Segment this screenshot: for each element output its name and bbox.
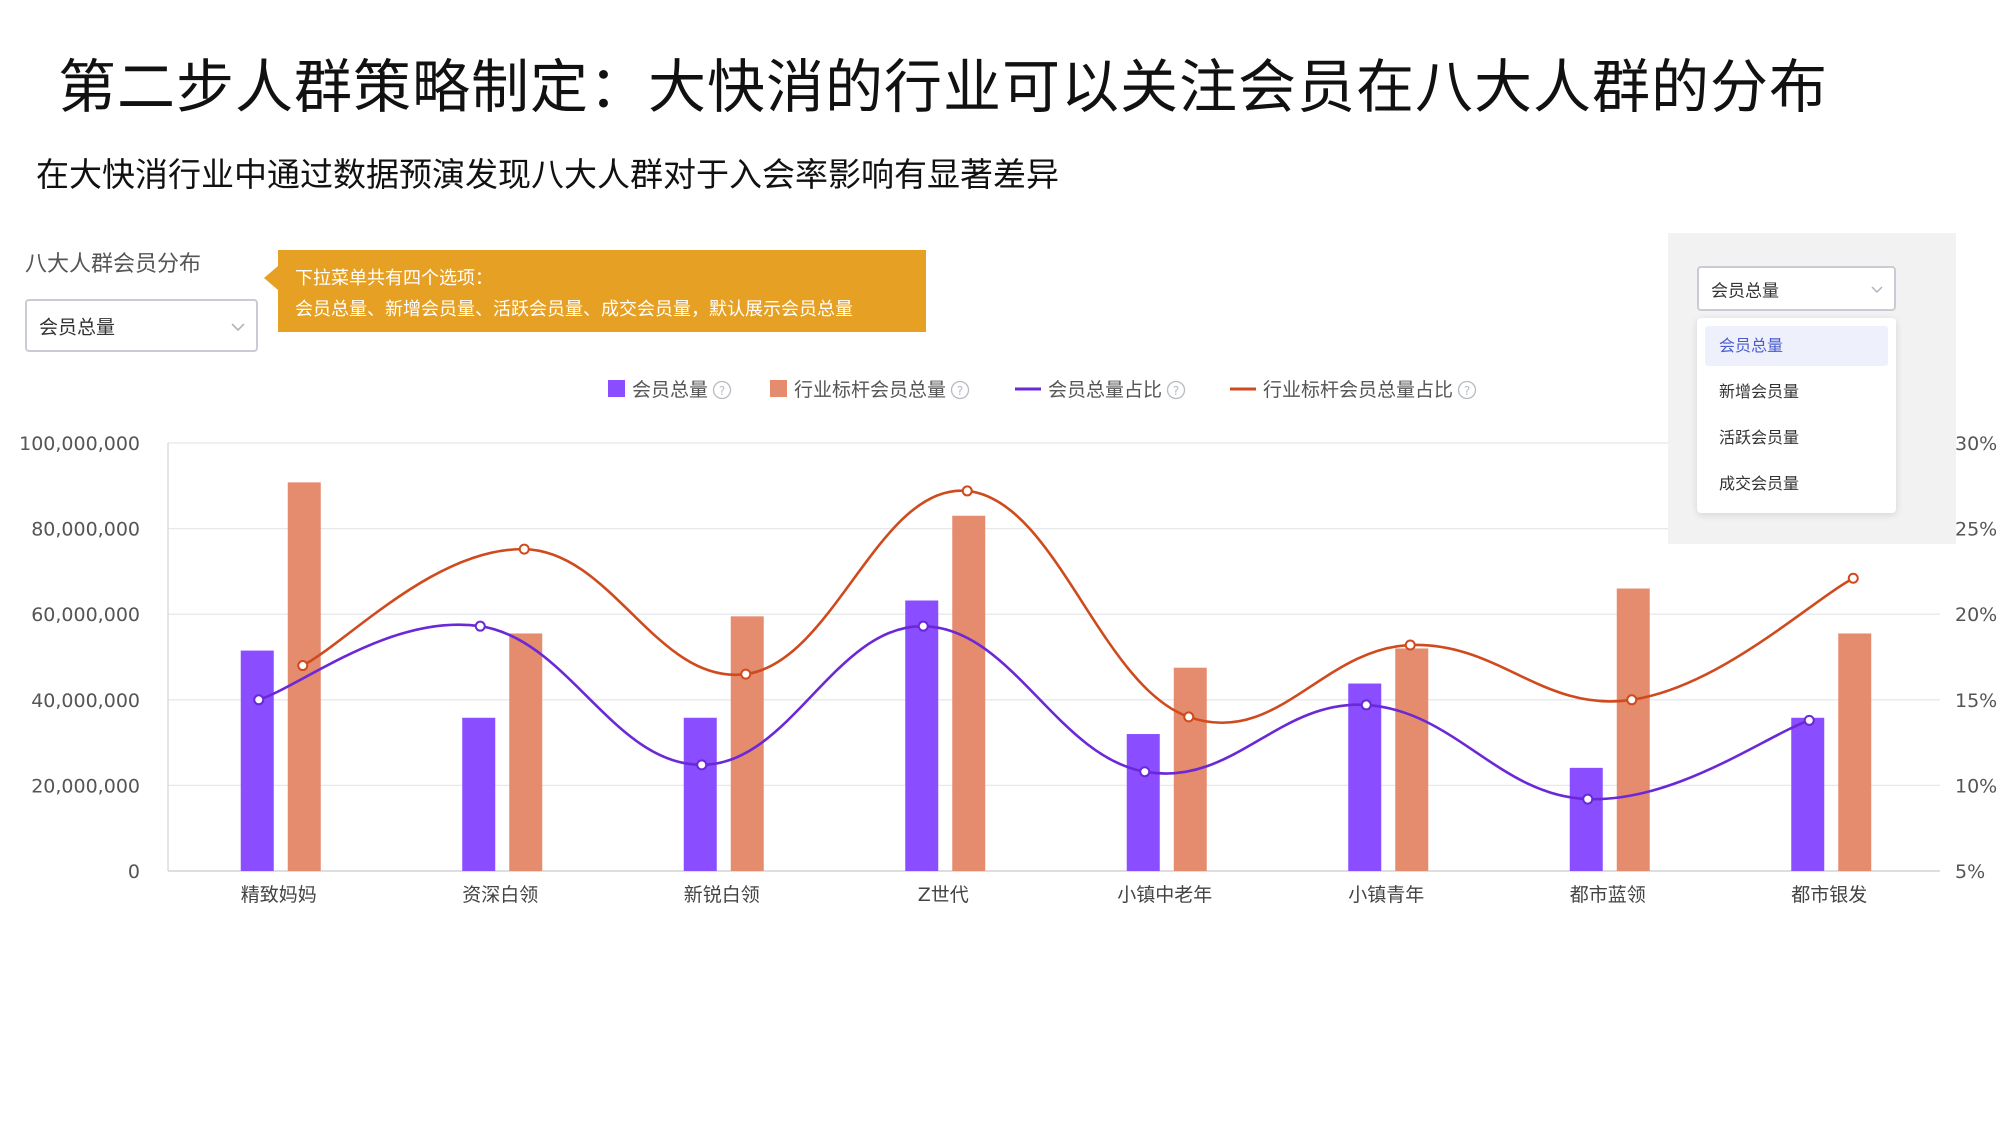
line-member-share <box>258 623 1810 801</box>
chevron-down-icon <box>230 315 246 337</box>
callout-pointer <box>264 266 278 290</box>
right-axis-tick-label: 10% <box>1955 775 1997 797</box>
right-axis-tick-label: 25% <box>1955 519 1997 541</box>
right-axis-tick-label: 30% <box>1955 433 1997 455</box>
question-circle-icon-glyph: ? <box>1173 384 1179 398</box>
bar-member-total <box>1791 717 1825 871</box>
legend-label: 会员总量 <box>632 379 708 401</box>
category-label: 都市蓝领 <box>1570 884 1646 906</box>
left-axis-tick-label: 20,000,000 <box>31 775 140 797</box>
dropdown-menu: 会员总量 新增会员量 活跃会员量 成交会员量 <box>1697 318 1896 513</box>
point-member-share <box>1360 699 1372 711</box>
question-circle-icon-glyph: ? <box>719 384 725 398</box>
dropdown-option-active[interactable]: 活跃会员量 <box>1719 428 1800 447</box>
bar-benchmark-total <box>952 515 986 871</box>
category-label: 新锐白领 <box>684 884 760 906</box>
bar-member-total <box>905 600 939 871</box>
line-benchmark-share <box>302 489 1854 724</box>
left-axis-tick-label: 80,000,000 <box>31 519 140 541</box>
bar-member-total <box>683 717 717 871</box>
bar-benchmark-total <box>1838 633 1872 871</box>
point-member-share <box>1139 766 1151 778</box>
chevron-down-icon <box>1870 279 1884 299</box>
bar-benchmark-total <box>1616 588 1650 871</box>
left-axis-tick-label: 100,000,000 <box>19 433 140 455</box>
point-benchmark-share <box>518 543 530 555</box>
callout-note: 下拉菜单共有四个选项： 会员总量、新增会员量、活跃会员量、成交会员量，默认展示会… <box>278 250 926 332</box>
legend-label: 会员总量占比 <box>1048 379 1162 401</box>
bar-member-total <box>240 650 274 871</box>
dropdown-option-new[interactable]: 新增会员量 <box>1719 382 1800 401</box>
point-benchmark-share <box>297 660 309 672</box>
legend-swatch <box>770 380 787 397</box>
bar-member-total <box>1348 683 1382 871</box>
metric-select[interactable]: 会员总量 <box>25 299 258 352</box>
category-label: 资深白领 <box>462 884 538 906</box>
metric-select-preview[interactable]: 会员总量 <box>1697 266 1896 311</box>
category-label: 小镇中老年 <box>1117 884 1212 906</box>
bar-member-total <box>462 717 496 871</box>
bar-member-total <box>1569 767 1603 871</box>
dropdown-option-total[interactable]: 会员总量 <box>1705 326 1888 366</box>
legend-label: 行业标杆会员总量占比 <box>1263 379 1453 401</box>
point-member-share <box>474 620 486 632</box>
metric-select-value: 会员总量 <box>39 316 116 338</box>
right-axis-tick-label: 15% <box>1955 690 1997 712</box>
right-axis-tick-label: 20% <box>1955 604 1997 626</box>
metric-select-preview-value: 会员总量 <box>1711 281 1779 301</box>
slide-title: 第二步人群策略制定：大快消的行业可以关注会员在八大人群的分布 <box>58 53 1829 121</box>
category-label: 小镇青年 <box>1348 884 1424 906</box>
bar-benchmark-total <box>509 633 543 871</box>
category-label: Z世代 <box>918 884 969 906</box>
right-axis-tick-label: 5% <box>1955 861 1985 883</box>
point-benchmark-share <box>1404 639 1416 651</box>
point-benchmark-share <box>961 485 973 497</box>
category-label: 都市银发 <box>1791 884 1867 906</box>
bar-benchmark-total <box>1395 648 1429 871</box>
point-benchmark-share <box>740 668 752 680</box>
point-member-share <box>917 620 929 632</box>
left-axis-tick-label: 40,000,000 <box>31 690 140 712</box>
point-member-share <box>1582 793 1594 805</box>
slide-subtitle: 在大快消行业中通过数据预演发现八大人群对于入会率影响有显著差异 <box>36 155 1059 194</box>
point-benchmark-share <box>1626 694 1638 706</box>
point-benchmark-share <box>1847 572 1859 584</box>
point-member-share <box>1803 714 1815 726</box>
point-member-share <box>253 694 265 706</box>
question-circle-icon-glyph: ? <box>1464 384 1470 398</box>
callout-line-2: 会员总量、新增会员量、活跃会员量、成交会员量，默认展示会员总量 <box>295 299 853 320</box>
question-circle-icon <box>950 380 970 400</box>
point-benchmark-share <box>1183 711 1195 723</box>
callout-line-1: 下拉菜单共有四个选项： <box>295 268 493 289</box>
left-axis-tick-label: 60,000,000 <box>31 604 140 626</box>
panel-title: 八大人群会员分布 <box>25 252 202 277</box>
point-member-share <box>696 759 708 771</box>
question-circle-icon <box>712 380 732 400</box>
bar-benchmark-total <box>1173 667 1207 871</box>
question-circle-icon-glyph: ? <box>957 384 963 398</box>
legend-swatch <box>608 380 625 397</box>
left-axis-tick-label: 0 <box>128 861 140 883</box>
dropdown-option-transaction[interactable]: 成交会员量 <box>1719 474 1800 493</box>
category-label: 精致妈妈 <box>241 884 317 906</box>
question-circle-icon <box>1166 380 1186 400</box>
legend-label: 行业标杆会员总量 <box>794 379 946 401</box>
question-circle-icon <box>1457 380 1477 400</box>
bar-member-total <box>1126 734 1160 871</box>
